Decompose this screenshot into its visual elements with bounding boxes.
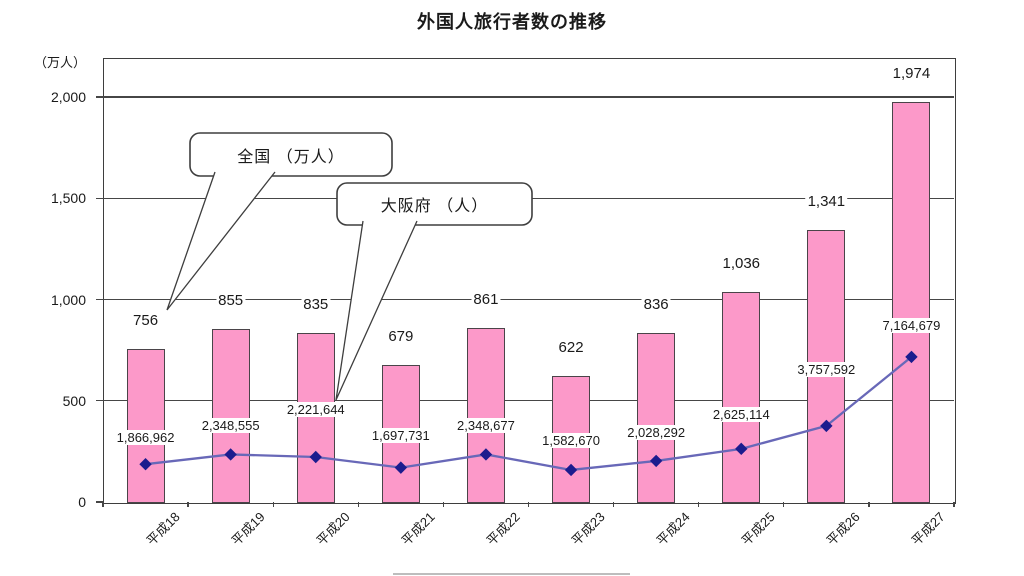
x-axis-tick-mark bbox=[612, 502, 615, 507]
x-axis-label: 平成19 bbox=[228, 509, 268, 549]
x-axis-label: 平成22 bbox=[483, 509, 523, 549]
bar-平成19 bbox=[211, 328, 250, 503]
y-axis-tick-mark bbox=[96, 400, 103, 402]
x-axis-label: 平成18 bbox=[143, 509, 183, 549]
y-axis-tick-label: 1,500 bbox=[50, 190, 86, 207]
line-value-label: 2,221,644 bbox=[284, 402, 347, 417]
x-axis-label: 平成24 bbox=[653, 509, 693, 549]
x-axis-tick-mark bbox=[868, 502, 870, 507]
bar-value-label: 835 bbox=[301, 295, 331, 313]
y-axis-tick-mark bbox=[96, 96, 103, 98]
gridline bbox=[103, 96, 954, 98]
line-value-label: 3,757,592 bbox=[795, 361, 858, 377]
bar-平成22 bbox=[466, 327, 505, 503]
x-axis-label: 平成20 bbox=[313, 509, 353, 549]
x-axis-label: 平成25 bbox=[738, 509, 778, 549]
bar-value-label: 855 bbox=[216, 291, 246, 309]
bar-value-label: 1,974 bbox=[890, 65, 933, 83]
chart-title: 外国人旅行者数の推移 bbox=[417, 12, 607, 32]
line-value-label: 2,348,677 bbox=[455, 418, 517, 434]
y-axis-tick-mark bbox=[96, 501, 103, 503]
y-axis-tick-label: 2,000 bbox=[50, 89, 86, 105]
x-axis-label: 平成21 bbox=[398, 509, 438, 549]
x-axis-tick-mark bbox=[102, 502, 104, 507]
bar-value-label: 679 bbox=[386, 327, 416, 345]
bar-平成25 bbox=[722, 292, 761, 503]
x-axis-label: 平成23 bbox=[568, 509, 608, 549]
bar-value-label: 1,341 bbox=[805, 193, 848, 211]
line-value-label: 2,348,555 bbox=[199, 418, 262, 434]
y-axis-tick-label: 500 bbox=[62, 392, 86, 409]
x-axis-tick-mark bbox=[187, 502, 189, 507]
bar-平成27 bbox=[892, 102, 931, 503]
x-axis-tick-mark bbox=[783, 502, 785, 507]
line-value-label: 7,164,679 bbox=[880, 317, 943, 333]
line-value-label: 1,582,670 bbox=[540, 432, 602, 448]
line-value-label: 1,866,962 bbox=[114, 430, 177, 446]
y-axis-tick-label: 1,000 bbox=[50, 291, 86, 308]
bar-value-label: 756 bbox=[131, 311, 161, 329]
x-axis-label: 平成27 bbox=[908, 509, 949, 549]
y-axis-tick-label: 0 bbox=[78, 494, 86, 510]
legend-callout-national: 全国 （万人） bbox=[237, 148, 345, 166]
bar-value-label: 1,036 bbox=[720, 255, 763, 273]
bar-value-label: 622 bbox=[556, 339, 586, 357]
bar-value-label: 836 bbox=[641, 295, 671, 313]
x-axis-tick-mark bbox=[272, 502, 274, 507]
y-axis-unit-label: （万人） bbox=[33, 55, 86, 70]
line-value-label: 1,697,731 bbox=[369, 427, 432, 443]
cropped-footer-line bbox=[393, 573, 630, 575]
gridline bbox=[103, 298, 954, 301]
bar-平成24 bbox=[637, 332, 676, 503]
x-axis-tick-mark bbox=[527, 502, 530, 507]
x-axis-label: 平成26 bbox=[823, 509, 864, 549]
y-axis-tick-mark bbox=[96, 298, 103, 301]
x-axis-tick-mark bbox=[953, 502, 955, 507]
bar-平成18 bbox=[126, 348, 165, 503]
bar-平成20 bbox=[296, 332, 335, 503]
x-axis-tick-mark bbox=[698, 502, 700, 507]
x-axis-tick-mark bbox=[442, 502, 445, 507]
line-value-label: 2,625,114 bbox=[710, 406, 772, 422]
legend-callout-osaka: 大阪府 （人） bbox=[380, 198, 489, 215]
y-axis-tick-mark bbox=[96, 197, 103, 199]
bar-value-label: 861 bbox=[471, 290, 501, 308]
plot-border bbox=[103, 58, 956, 504]
line-value-label: 2,028,292 bbox=[625, 424, 688, 440]
x-axis-tick-mark bbox=[357, 502, 359, 507]
